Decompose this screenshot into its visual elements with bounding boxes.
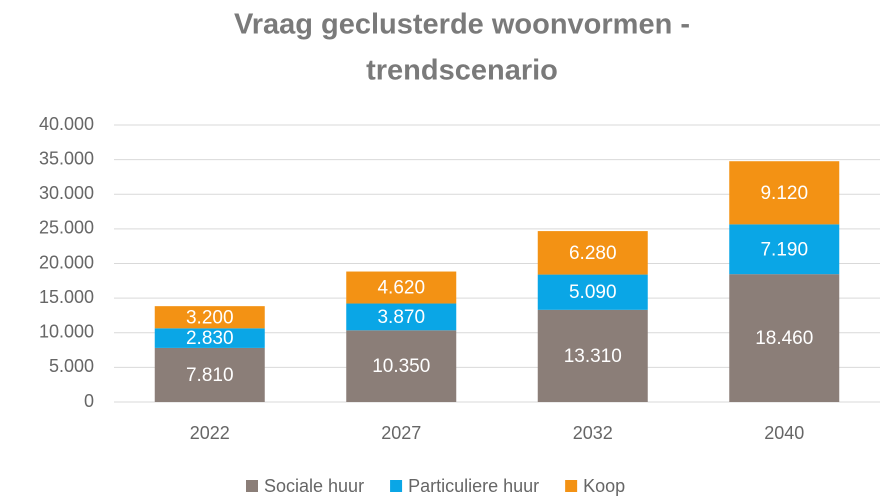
- data-label: 3.200: [186, 307, 234, 328]
- bar-segment: [537, 309, 648, 402]
- x-tick-label: 2032: [573, 423, 613, 443]
- legend-label: Sociale huur: [264, 476, 364, 496]
- data-label: 6.280: [569, 243, 617, 264]
- y-tick-label: 35.000: [39, 148, 94, 168]
- bar-segment: [154, 328, 265, 348]
- chart-title: Vraag geclusterde woonvormen -: [234, 9, 690, 41]
- data-label: 2.830: [186, 328, 234, 349]
- bar-segment: [537, 274, 648, 310]
- data-label: 5.090: [569, 282, 617, 303]
- y-tick-label: 15.000: [39, 287, 94, 307]
- legend-swatch: [246, 480, 258, 492]
- y-tick-label: 30.000: [39, 183, 94, 203]
- y-tick-label: 40.000: [39, 114, 94, 134]
- bar-segment: [729, 224, 840, 275]
- bar-segment: [346, 303, 457, 331]
- y-tick-label: 20.000: [39, 252, 94, 272]
- bar-segment: [729, 161, 840, 225]
- bar-segment: [729, 274, 840, 402]
- legend-label: Particuliere huur: [408, 476, 539, 496]
- bar-segment: [154, 347, 265, 402]
- chart-title: trendscenario: [366, 55, 558, 87]
- y-tick-label: 25.000: [39, 218, 94, 238]
- data-label: 10.350: [372, 356, 430, 377]
- bar-segment: [537, 231, 648, 275]
- data-label: 13.310: [564, 346, 622, 367]
- data-label: 3.870: [377, 307, 425, 328]
- legend-label: Koop: [583, 476, 625, 496]
- data-label: 4.620: [377, 278, 425, 299]
- bar-segment: [154, 306, 265, 329]
- x-tick-label: 2022: [190, 423, 230, 443]
- data-label: 18.460: [755, 328, 813, 349]
- y-tick-label: 10.000: [39, 322, 94, 342]
- y-tick-label: 0: [84, 391, 94, 411]
- data-label: 7.190: [760, 239, 808, 260]
- y-tick-label: 5.000: [49, 356, 94, 376]
- x-tick-label: 2040: [764, 423, 804, 443]
- data-label: 7.810: [186, 365, 234, 386]
- x-tick-label: 2027: [381, 423, 421, 443]
- legend-swatch: [565, 480, 578, 492]
- legend-swatch: [390, 480, 403, 492]
- bar-segment: [346, 330, 457, 402]
- data-label: 9.120: [760, 183, 808, 204]
- bar-segment: [346, 271, 457, 304]
